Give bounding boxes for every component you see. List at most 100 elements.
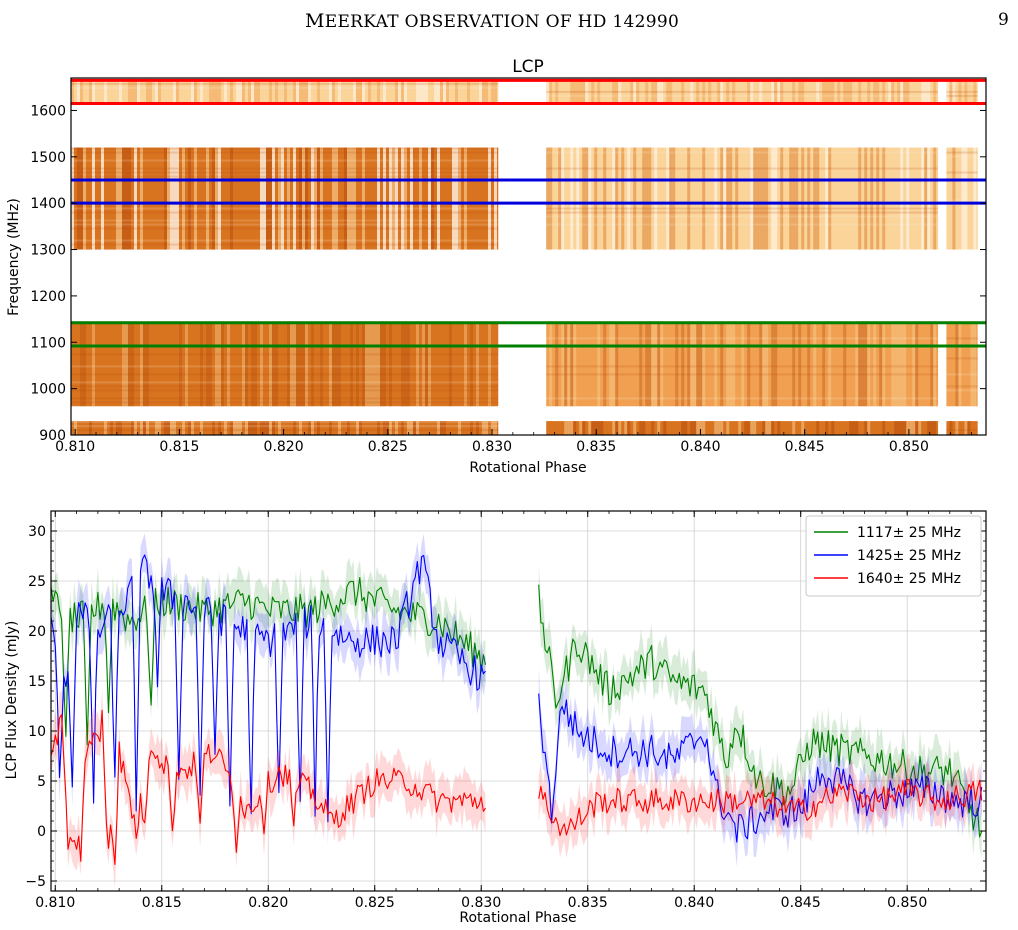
spectrogram-row	[546, 207, 939, 210]
spectrogram-row	[71, 429, 499, 432]
spectrogram-stripe	[753, 421, 757, 435]
spectrogram-stripe	[320, 147, 323, 250]
spectrogram-stripe	[200, 321, 203, 407]
spectrogram-stripe	[612, 421, 616, 435]
spectrogram-stripe	[302, 147, 305, 250]
spectrogram-stripe	[897, 78, 901, 105]
spectrogram-stripe	[549, 147, 553, 250]
spectrogram-stripe	[828, 147, 832, 250]
spectrogram-stripe	[242, 321, 245, 407]
spectrogram-stripe	[657, 321, 661, 407]
spectrogram-stripe	[702, 421, 706, 435]
spectrogram-stripe	[260, 421, 263, 435]
spectrogram-stripe	[597, 78, 601, 105]
spectrogram-stripe	[900, 78, 904, 105]
spectrogram-stripe	[143, 421, 146, 435]
spectrogram-stripe	[930, 421, 934, 435]
spectrogram-stripe	[89, 78, 92, 105]
spectrogram-stripe	[395, 421, 398, 435]
spectrogram-stripe	[119, 78, 122, 105]
spectrogram-stripe	[825, 421, 829, 435]
y-tick-label: 1400	[30, 196, 66, 212]
spectrogram-stripe	[269, 421, 272, 435]
spectrogram-stripe	[446, 78, 449, 105]
x-tick-label: 0.840	[674, 895, 714, 911]
spectrogram-stripe	[789, 147, 793, 250]
spectrogram-stripe	[200, 78, 203, 105]
spectrogram-stripe	[92, 78, 95, 105]
spectrogram-stripe	[654, 321, 658, 407]
spectrogram-stripe	[807, 321, 811, 407]
spectrogram-stripe	[74, 421, 77, 435]
spectrogram-stripe	[80, 321, 83, 407]
spectrogram-stripe	[561, 321, 565, 407]
running-title: MEERKAT OBSERVATION OF HD 142990	[305, 10, 680, 32]
y-tick-label: 1200	[30, 289, 66, 305]
spectrogram-stripe	[260, 321, 263, 407]
spectrogram-stripe	[350, 321, 353, 407]
spectrogram-stripe	[239, 78, 242, 105]
spectrogram-stripe	[952, 78, 956, 105]
spectrogram-stripe	[407, 321, 410, 407]
spectrogram-stripe	[173, 78, 176, 105]
spectrogram-stripe	[269, 147, 272, 250]
spectrogram-stripe	[140, 321, 143, 407]
spectrogram-stripe	[284, 78, 287, 105]
spectrogram-stripe	[756, 147, 760, 250]
spectrogram-stripe	[317, 421, 320, 435]
spectrogram-stripe	[627, 147, 631, 250]
spectrogram-row	[946, 429, 978, 432]
spectrogram-stripe	[930, 321, 934, 407]
y-tick-label: 1500	[30, 150, 66, 166]
spectrogram-stripe	[612, 321, 616, 407]
spectrogram-stripe	[293, 147, 296, 250]
legend-label-1117: 1117± 25 MHz	[857, 525, 961, 541]
spectrogram-stripe	[302, 321, 305, 407]
spectrogram-stripe	[317, 78, 320, 105]
spectrogram-x-ticks: 0.810 0.815 0.820 0.825 0.830 0.835 0.840 0.845…	[55, 429, 972, 455]
spectrogram-stripe	[164, 147, 167, 250]
spectrogram-band	[546, 321, 939, 407]
spectrogram-stripe	[377, 78, 380, 105]
series-error-band	[538, 667, 982, 867]
spectrogram-stripe	[564, 321, 568, 407]
spectrogram-band	[546, 147, 939, 250]
spectrogram-stripe	[110, 421, 113, 435]
spectrogram-stripe	[452, 147, 455, 250]
spectrogram-stripe	[651, 321, 655, 407]
spectrogram-stripe	[576, 147, 580, 250]
spectrogram-stripe	[858, 78, 862, 105]
spectrogram-stripe	[882, 147, 886, 250]
spectrogram-y-label: Frequency (MHz)	[6, 198, 22, 316]
spectrogram-stripe	[464, 321, 467, 407]
spectrogram-stripe	[83, 147, 86, 250]
spectrogram-stripe	[699, 321, 703, 407]
spectrogram-stripe	[455, 78, 458, 105]
spectrogram-stripe	[143, 321, 146, 407]
spectrogram-stripe	[206, 147, 209, 250]
spectrogram-stripe	[257, 78, 260, 105]
spectrogram-band	[71, 321, 499, 407]
y-tick-label: 15	[28, 674, 46, 690]
spectrogram-stripe	[287, 321, 290, 407]
spectrogram-stripe	[77, 147, 80, 250]
spectrogram-stripe	[666, 147, 670, 250]
spectrogram-stripe	[425, 321, 428, 407]
spectrogram-stripe	[359, 78, 362, 105]
spectrogram-stripe	[491, 421, 494, 435]
spectrogram-stripe	[479, 78, 482, 105]
spectrogram-stripe	[949, 421, 953, 435]
spectrogram-stripe	[212, 147, 215, 250]
spectrogram-stripe	[882, 78, 886, 105]
y-tick-label: 5	[37, 774, 46, 790]
spectrogram-row	[546, 90, 939, 93]
spectrogram-stripe	[188, 147, 191, 250]
spectrogram-stripe	[570, 421, 574, 435]
spectrogram-stripe	[747, 78, 751, 105]
spectrogram-stripe	[897, 421, 901, 435]
spectrogram-stripe	[215, 147, 218, 250]
spectrogram-stripe	[825, 78, 829, 105]
spectrogram-stripe	[419, 78, 422, 105]
spectrogram-stripe	[906, 421, 910, 435]
spectrogram-stripe	[308, 78, 311, 105]
